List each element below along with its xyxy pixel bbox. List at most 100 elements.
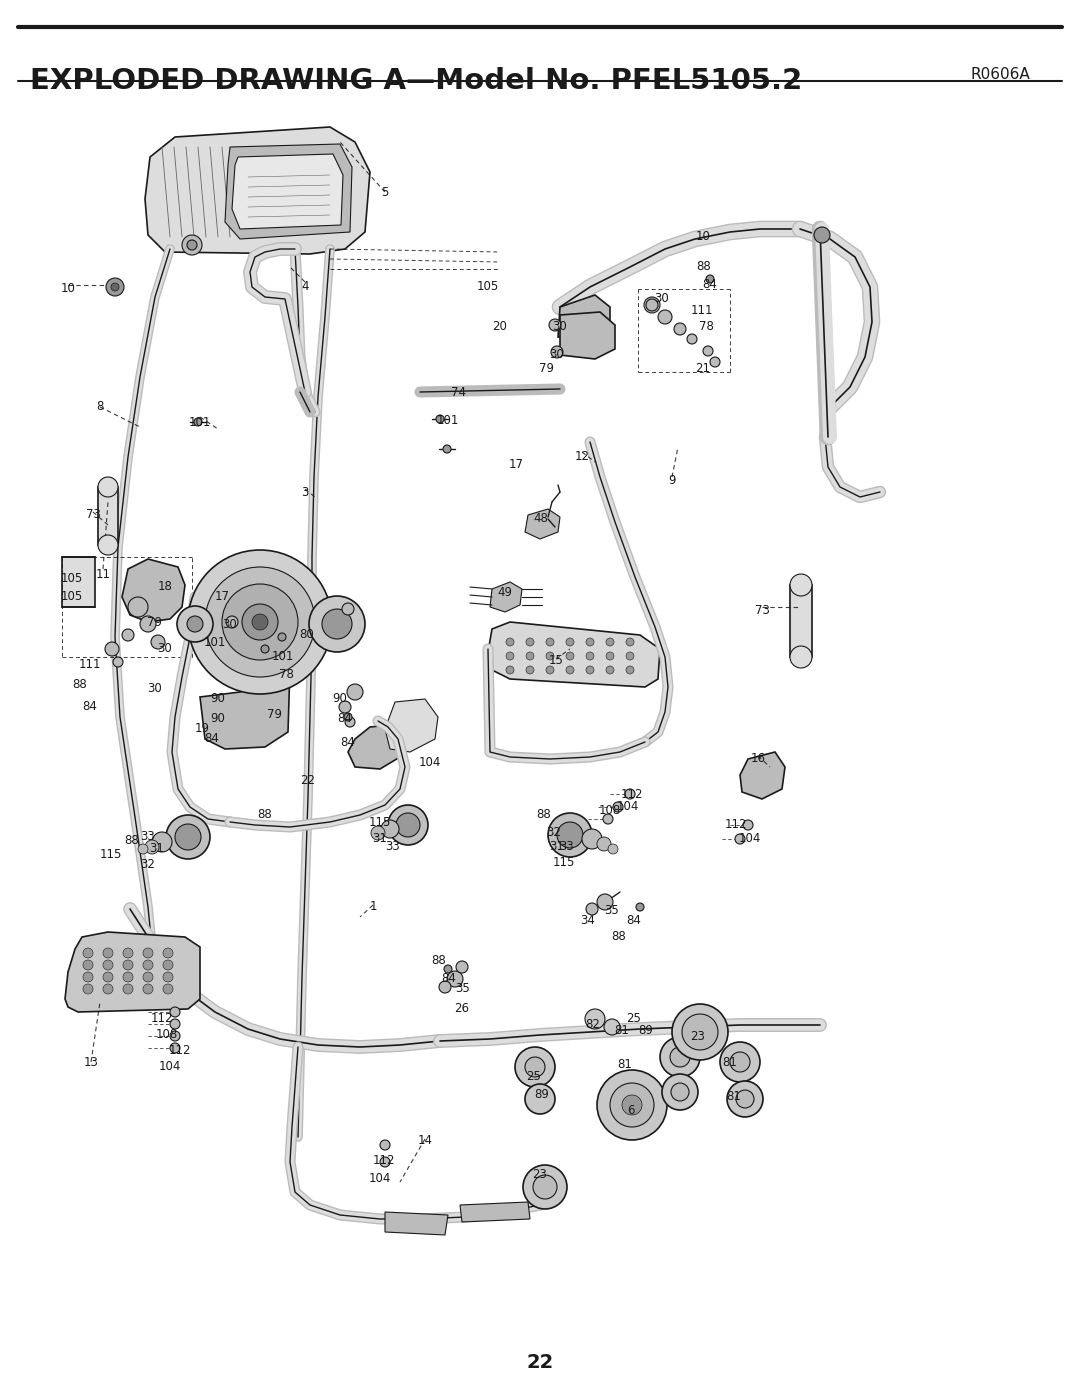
Text: 73: 73	[85, 509, 100, 521]
Text: 31: 31	[373, 833, 388, 845]
Text: 8: 8	[96, 401, 104, 414]
Circle shape	[188, 550, 332, 694]
Text: 12: 12	[575, 450, 590, 464]
Circle shape	[548, 813, 592, 856]
Circle shape	[103, 949, 113, 958]
Circle shape	[515, 1046, 555, 1087]
Polygon shape	[561, 312, 615, 359]
Polygon shape	[65, 932, 200, 1011]
Circle shape	[613, 802, 623, 812]
Text: 30: 30	[222, 619, 238, 631]
Circle shape	[83, 972, 93, 982]
Circle shape	[143, 972, 153, 982]
Text: 81: 81	[615, 1024, 630, 1038]
Circle shape	[507, 638, 514, 645]
Text: 112: 112	[151, 1013, 173, 1025]
Circle shape	[727, 1081, 762, 1118]
Circle shape	[730, 1052, 750, 1071]
Circle shape	[586, 638, 594, 645]
Text: 84: 84	[703, 278, 717, 291]
Circle shape	[436, 415, 444, 423]
Text: R0606A: R0606A	[970, 67, 1029, 82]
Circle shape	[566, 638, 573, 645]
Text: 48: 48	[534, 513, 549, 525]
Text: 90: 90	[333, 693, 348, 705]
Text: 9: 9	[669, 474, 676, 486]
Text: 104: 104	[419, 757, 442, 770]
Text: 115: 115	[553, 855, 576, 869]
Circle shape	[814, 226, 831, 243]
Text: 33: 33	[559, 840, 575, 852]
Circle shape	[345, 717, 355, 726]
Text: 16: 16	[751, 753, 766, 766]
Circle shape	[83, 983, 93, 995]
Text: 88: 88	[72, 679, 87, 692]
Circle shape	[447, 971, 463, 988]
Text: 84: 84	[82, 700, 97, 714]
Text: 89: 89	[638, 1024, 653, 1037]
Circle shape	[170, 1018, 180, 1030]
Circle shape	[671, 1083, 689, 1101]
Text: 34: 34	[581, 915, 595, 928]
Polygon shape	[740, 752, 785, 799]
Polygon shape	[200, 666, 291, 749]
Text: 88: 88	[537, 807, 552, 820]
Circle shape	[735, 1090, 754, 1108]
Circle shape	[163, 949, 173, 958]
Circle shape	[372, 826, 384, 840]
Circle shape	[546, 666, 554, 673]
Text: 32: 32	[546, 827, 562, 840]
Text: 11: 11	[95, 567, 110, 581]
Text: 88: 88	[697, 260, 712, 274]
Text: 88: 88	[258, 809, 272, 821]
Circle shape	[507, 652, 514, 659]
Circle shape	[145, 840, 159, 854]
Text: 84: 84	[626, 915, 642, 928]
Polygon shape	[384, 1213, 448, 1235]
Text: 30: 30	[553, 320, 567, 334]
Text: 26: 26	[455, 1003, 470, 1016]
Circle shape	[586, 666, 594, 673]
Polygon shape	[488, 622, 660, 687]
Polygon shape	[525, 509, 561, 539]
Circle shape	[183, 235, 202, 256]
Circle shape	[226, 616, 238, 629]
Text: 35: 35	[456, 982, 471, 996]
Circle shape	[789, 574, 812, 597]
Circle shape	[660, 1037, 700, 1077]
Polygon shape	[98, 488, 118, 545]
Circle shape	[194, 418, 202, 426]
Circle shape	[347, 685, 363, 700]
Circle shape	[672, 1004, 728, 1060]
Text: 74: 74	[450, 386, 465, 398]
Text: 88: 88	[611, 930, 626, 943]
Polygon shape	[232, 154, 343, 229]
Circle shape	[138, 844, 148, 854]
Circle shape	[710, 358, 720, 367]
Circle shape	[604, 1018, 620, 1035]
Text: 101: 101	[189, 415, 212, 429]
Text: 79: 79	[540, 362, 554, 376]
Text: 84: 84	[204, 732, 219, 746]
Circle shape	[163, 983, 173, 995]
Circle shape	[526, 638, 534, 645]
Circle shape	[606, 652, 615, 659]
Circle shape	[789, 645, 812, 668]
Text: 108: 108	[156, 1028, 178, 1042]
Circle shape	[585, 1009, 605, 1030]
Circle shape	[166, 814, 210, 859]
Circle shape	[103, 960, 113, 970]
Text: 88: 88	[124, 834, 139, 848]
Circle shape	[205, 567, 315, 678]
Circle shape	[622, 1095, 642, 1115]
Circle shape	[123, 949, 133, 958]
Circle shape	[743, 820, 753, 830]
Text: 112: 112	[725, 819, 747, 831]
Circle shape	[546, 638, 554, 645]
Circle shape	[83, 960, 93, 970]
Circle shape	[98, 476, 118, 497]
Text: 73: 73	[755, 605, 769, 617]
Circle shape	[444, 965, 453, 972]
Text: 104: 104	[617, 800, 639, 813]
Circle shape	[83, 949, 93, 958]
